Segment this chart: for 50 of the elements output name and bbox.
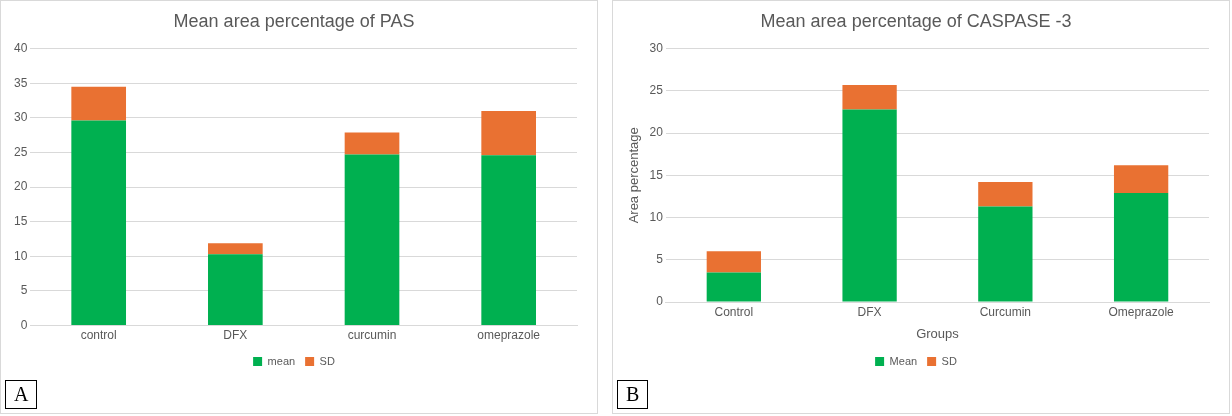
x-tick-label: Omeprazole <box>1108 304 1175 319</box>
bar <box>481 110 536 156</box>
y-tick-label: 0 <box>656 294 664 309</box>
bar <box>344 154 400 326</box>
x-tick-label: DFX <box>223 328 248 343</box>
x-tick-label: DFX <box>857 304 882 319</box>
chart-title: Mean area percentage of PAS <box>173 10 415 31</box>
y-tick-label: 15 <box>649 167 664 182</box>
legend-label: SD <box>319 354 335 367</box>
y-tick-label: 10 <box>13 248 28 263</box>
bar <box>481 155 536 326</box>
bar <box>842 84 897 110</box>
x-tick-label: control <box>80 328 117 343</box>
x-axis-title: Groups <box>916 325 960 341</box>
bar <box>978 182 1033 207</box>
y-axis-title: Area percentage <box>626 127 642 224</box>
x-tick-label: omeprazole <box>477 328 541 343</box>
bar <box>208 243 263 255</box>
x-tick-label: Curcumin <box>979 304 1032 319</box>
y-tick-label: 30 <box>649 40 664 55</box>
legend-label: SD <box>941 354 957 367</box>
bar <box>706 272 761 302</box>
y-tick-label: 20 <box>649 125 664 140</box>
legend-label: Mean <box>889 354 918 367</box>
text: A <box>5 380 38 409</box>
y-tick-label: 30 <box>13 110 28 125</box>
y-tick-label: 35 <box>13 75 28 90</box>
bar <box>842 109 897 302</box>
y-tick-label: 15 <box>13 214 28 229</box>
y-tick-label: 25 <box>649 83 664 98</box>
y-tick-label: 5 <box>20 283 28 298</box>
bar <box>1113 165 1169 194</box>
text: B <box>617 380 649 409</box>
bar <box>71 120 127 326</box>
y-tick-label: 5 <box>656 252 664 267</box>
x-tick-label: Control <box>714 304 754 319</box>
y-tick-label: 20 <box>13 179 28 194</box>
bar <box>706 251 761 273</box>
y-tick-label: 40 <box>13 40 28 55</box>
bar <box>1113 193 1169 302</box>
y-tick-label: 25 <box>13 144 28 159</box>
bar <box>978 206 1033 302</box>
bar <box>208 254 263 326</box>
bar <box>71 86 127 121</box>
y-tick-label: 0 <box>20 317 28 332</box>
x-tick-label: curcumin <box>347 328 397 343</box>
y-tick-label: 10 <box>649 209 664 224</box>
chart-title: Mean area percentage of CASPASE -3 <box>760 10 1072 31</box>
legend-label: mean <box>267 354 296 367</box>
bar <box>344 132 400 155</box>
